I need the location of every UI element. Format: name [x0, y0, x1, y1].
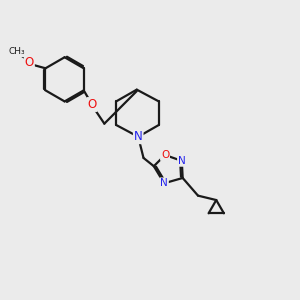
- Text: O: O: [87, 98, 97, 111]
- Text: O: O: [161, 150, 169, 160]
- Text: N: N: [178, 156, 186, 166]
- Text: CH₃: CH₃: [9, 47, 25, 56]
- Text: N: N: [160, 178, 168, 188]
- Text: N: N: [134, 130, 142, 143]
- Text: O: O: [25, 56, 34, 70]
